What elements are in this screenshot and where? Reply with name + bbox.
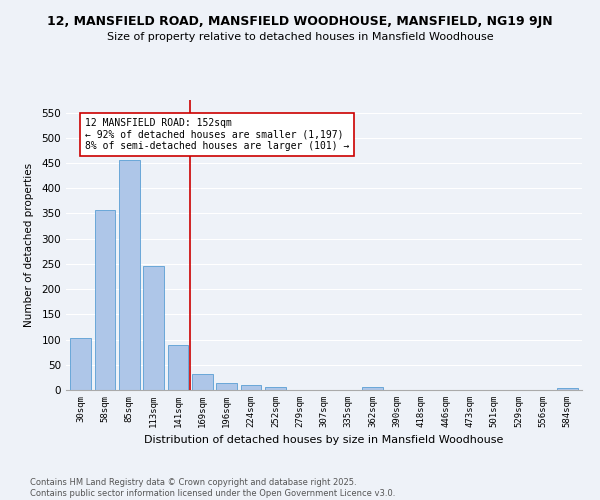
Bar — [192, 374, 212, 390]
Bar — [70, 338, 91, 390]
Text: Size of property relative to detached houses in Mansfield Woodhouse: Size of property relative to detached ho… — [107, 32, 493, 42]
Bar — [119, 160, 140, 390]
Bar — [143, 266, 164, 390]
Bar — [216, 383, 237, 390]
Bar — [265, 388, 286, 390]
Text: 12, MANSFIELD ROAD, MANSFIELD WOODHOUSE, MANSFIELD, NG19 9JN: 12, MANSFIELD ROAD, MANSFIELD WOODHOUSE,… — [47, 15, 553, 28]
Bar — [241, 386, 262, 390]
Text: Contains HM Land Registry data © Crown copyright and database right 2025.
Contai: Contains HM Land Registry data © Crown c… — [30, 478, 395, 498]
X-axis label: Distribution of detached houses by size in Mansfield Woodhouse: Distribution of detached houses by size … — [145, 436, 503, 446]
Text: 12 MANSFIELD ROAD: 152sqm
← 92% of detached houses are smaller (1,197)
8% of sem: 12 MANSFIELD ROAD: 152sqm ← 92% of detac… — [85, 118, 349, 151]
Bar — [95, 210, 115, 390]
Bar — [167, 344, 188, 390]
Y-axis label: Number of detached properties: Number of detached properties — [25, 163, 34, 327]
Bar — [362, 387, 383, 390]
Bar — [557, 388, 578, 390]
